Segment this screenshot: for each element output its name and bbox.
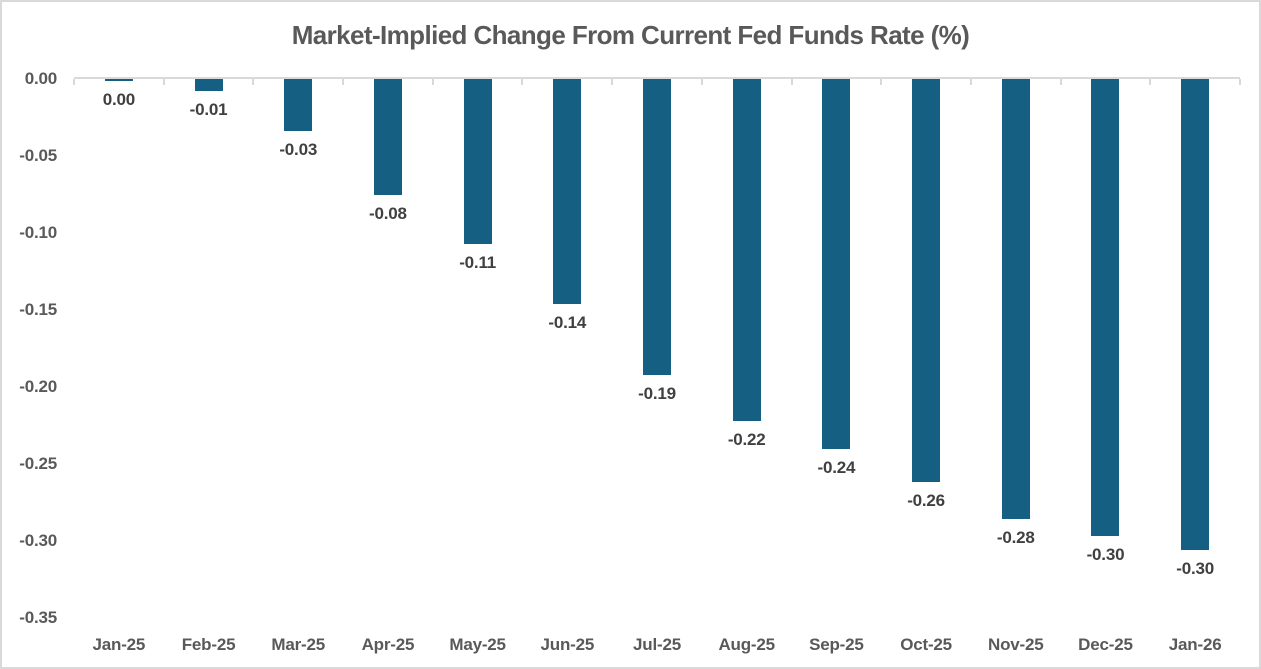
- axis-tick: [1149, 79, 1152, 85]
- bar-data-label: -0.22: [727, 429, 766, 449]
- x-axis-label: Jun-25: [540, 635, 595, 654]
- bar: [463, 79, 492, 244]
- axis-tick: [73, 79, 75, 85]
- axis-tick: [1059, 79, 1062, 85]
- bar-data-label: -0.28: [996, 528, 1035, 548]
- bar: [194, 79, 223, 92]
- x-axis-label: Apr-25: [361, 635, 415, 654]
- bar: [822, 79, 851, 449]
- bar-data-label: -0.03: [279, 140, 318, 160]
- bar: [1001, 79, 1030, 520]
- axis-tick: [431, 79, 434, 85]
- y-axis-label: -0.05: [19, 146, 57, 165]
- y-axis-label: -0.10: [19, 223, 57, 242]
- bar: [373, 79, 402, 195]
- y-axis-label: -0.20: [19, 377, 57, 396]
- y-axis-label: 0.00: [24, 69, 57, 88]
- bar-data-label: -0.26: [907, 491, 945, 511]
- x-axis-label: Jan-25: [92, 635, 146, 654]
- bar-data-label: -0.14: [548, 312, 587, 332]
- x-axis-label: Sep-25: [809, 635, 864, 654]
- y-axis-label: -0.15: [19, 300, 57, 319]
- axis-tick: [342, 79, 345, 85]
- y-axis-label: -0.25: [19, 454, 57, 473]
- bar: [104, 79, 133, 81]
- axis-tick: [611, 79, 614, 85]
- x-axis-label: Oct-25: [900, 635, 952, 654]
- bar-data-label: -0.11: [459, 252, 497, 272]
- axis-tick: [1239, 79, 1241, 85]
- bar-data-label: -0.30: [1176, 559, 1215, 579]
- axis-tick: [880, 79, 883, 85]
- chart-title: Market-Implied Change From Current Fed F…: [291, 20, 970, 50]
- bar: [912, 79, 941, 483]
- x-axis-label: Feb-25: [181, 635, 236, 654]
- bar: [732, 79, 761, 421]
- x-axis-label: Dec-25: [1078, 635, 1133, 654]
- bar-data-label: -0.08: [369, 203, 407, 223]
- bar: [1181, 79, 1210, 551]
- bar-data-label: -0.30: [1086, 545, 1125, 565]
- axis-tick: [162, 79, 165, 85]
- x-axis-label: Nov-25: [988, 635, 1044, 654]
- bar-data-label: -0.01: [189, 100, 228, 120]
- bar-data-label: -0.19: [638, 383, 676, 403]
- x-axis-label: Aug-25: [718, 635, 775, 654]
- axis-tick: [252, 79, 255, 85]
- y-axis-label: -0.35: [19, 608, 57, 627]
- axis-tick: [521, 79, 524, 85]
- x-axis-label: May-25: [449, 635, 506, 654]
- zero-axis-line: [74, 77, 1240, 79]
- axis-tick: [790, 79, 793, 85]
- bar: [643, 79, 671, 375]
- axis-tick: [700, 79, 703, 85]
- bar: [1091, 79, 1120, 537]
- axis-tick: [969, 79, 972, 85]
- x-axis-label: Jul-25: [633, 635, 681, 654]
- x-axis-label: Mar-25: [271, 635, 326, 654]
- bar-data-label: -0.24: [817, 457, 856, 477]
- bar: [553, 79, 582, 304]
- y-axis-label: -0.30: [19, 531, 57, 550]
- bar: [284, 79, 313, 132]
- bar-data-label: 0.00: [102, 89, 135, 109]
- x-axis-label: Jan-26: [1168, 635, 1222, 654]
